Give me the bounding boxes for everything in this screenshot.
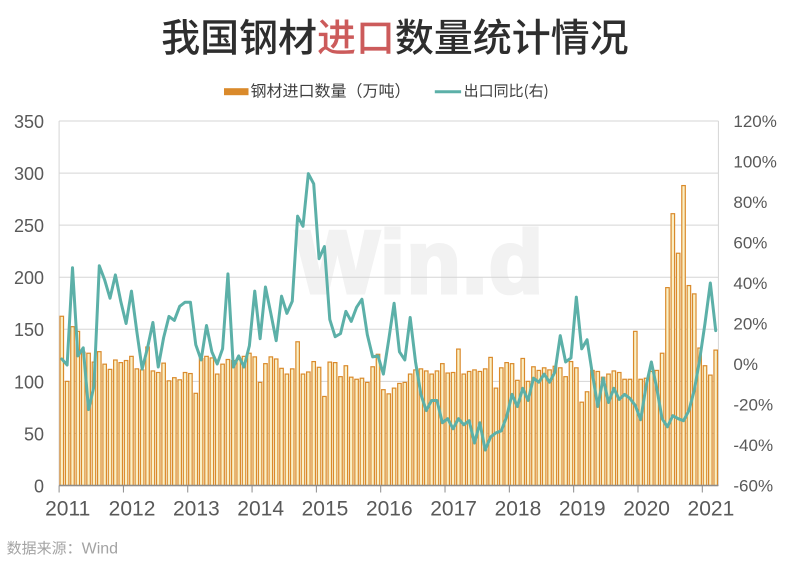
svg-text:Win.d: Win.d	[296, 213, 545, 312]
svg-text:0%: 0%	[733, 355, 758, 374]
svg-text:50: 50	[24, 424, 44, 444]
svg-text:2015: 2015	[302, 498, 349, 521]
svg-text:300: 300	[14, 164, 44, 184]
svg-text:Wind: Wind	[82, 541, 118, 558]
svg-text:120%: 120%	[733, 112, 776, 131]
svg-text:2011: 2011	[45, 498, 90, 521]
svg-text:-40%: -40%	[733, 436, 773, 455]
svg-text:40%: 40%	[733, 274, 767, 293]
svg-text:350: 350	[14, 112, 44, 132]
svg-text:2013: 2013	[173, 498, 220, 521]
svg-text:20%: 20%	[733, 315, 767, 334]
svg-text:2020: 2020	[623, 498, 670, 521]
svg-text:200: 200	[14, 268, 44, 288]
svg-text:2021: 2021	[688, 498, 735, 521]
svg-text:2018: 2018	[495, 498, 542, 521]
svg-text:60%: 60%	[733, 234, 767, 253]
svg-text:250: 250	[14, 216, 44, 236]
svg-text:100%: 100%	[733, 153, 776, 172]
svg-text:2016: 2016	[366, 498, 413, 521]
svg-text:2012: 2012	[109, 498, 156, 521]
svg-text:0: 0	[34, 476, 44, 496]
svg-text:2014: 2014	[237, 498, 284, 521]
svg-text:-60%: -60%	[733, 477, 773, 496]
svg-text:-20%: -20%	[733, 396, 773, 415]
svg-text:2017: 2017	[430, 498, 477, 521]
svg-text:80%: 80%	[733, 193, 767, 212]
svg-text:2019: 2019	[559, 498, 606, 521]
svg-text:100: 100	[14, 372, 44, 392]
svg-text:150: 150	[14, 320, 44, 340]
